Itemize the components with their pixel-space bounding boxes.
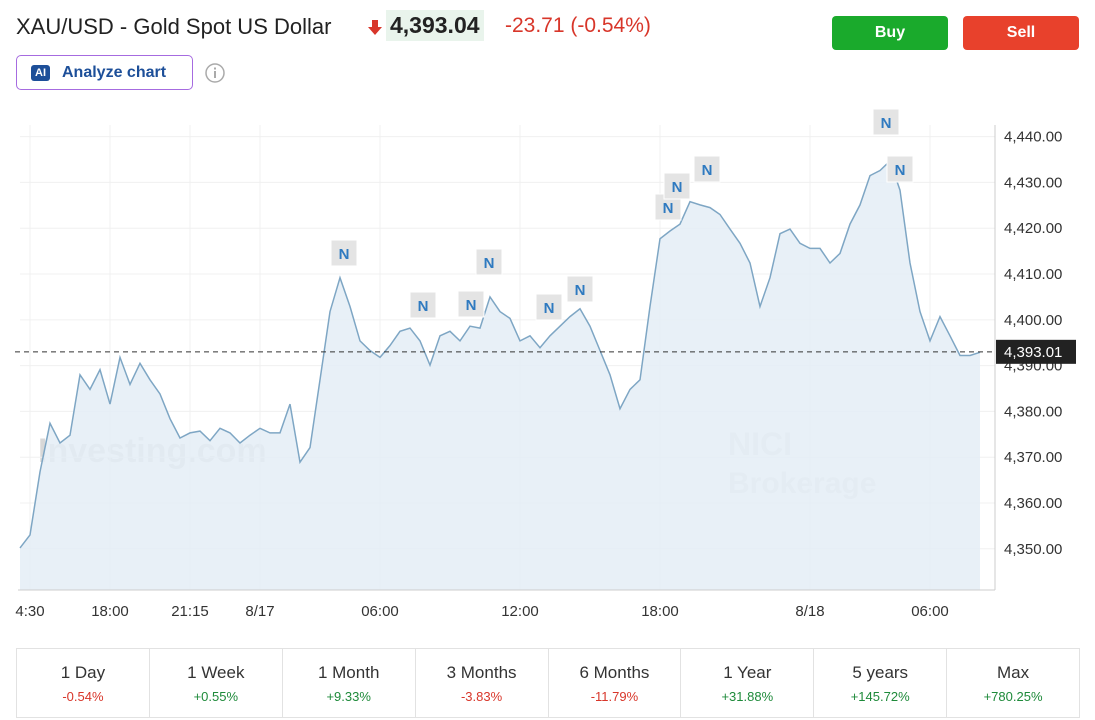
- news-marker: [663, 172, 691, 200]
- x-tick-label: 8/17: [245, 603, 274, 620]
- sell-button[interactable]: Sell: [963, 16, 1079, 50]
- x-tick-label: 8/18: [795, 603, 824, 620]
- news-marker-label: N: [575, 282, 586, 299]
- period-cell[interactable]: 1 Day -0.54%: [17, 649, 150, 717]
- last-price-label: 4,393.01: [1004, 344, 1062, 361]
- period-change: +145.72%: [850, 689, 910, 704]
- down-arrow-icon: [368, 20, 382, 35]
- news-marker: [535, 293, 563, 321]
- news-marker: [475, 248, 503, 276]
- period-cell[interactable]: 3 Months -3.83%: [416, 649, 549, 717]
- period-name: 1 Day: [60, 663, 106, 682]
- price: 4,393.04: [386, 10, 484, 41]
- period-name: Max: [997, 663, 1030, 682]
- buy-button[interactable]: Buy: [832, 16, 948, 50]
- price-line: [19, 159, 981, 549]
- period-cell[interactable]: 5 years +145.72%: [814, 649, 948, 717]
- price-change: -23.71 (-0.54%): [505, 14, 651, 37]
- period-name: 3 Months: [446, 663, 517, 682]
- period-name: 1 Month: [317, 663, 380, 682]
- period-cell[interactable]: Max +780.25%: [947, 649, 1079, 717]
- news-marker-label: N: [339, 246, 350, 263]
- analyze-label: Analyze chart: [62, 63, 167, 81]
- period-cell[interactable]: 1 Year +31.88%: [681, 649, 815, 717]
- chart: Investing.comNICIBrokerage4,350.004,360.…: [15, 108, 1076, 620]
- news-marker-label: N: [895, 162, 906, 179]
- news-marker-label: N: [418, 298, 429, 315]
- news-marker: [566, 275, 594, 303]
- x-tick-label: 21:15: [171, 603, 209, 620]
- analyze-chart-button[interactable]: AI Analyze chart: [16, 55, 193, 90]
- period-change: -0.54%: [62, 689, 104, 704]
- y-tick-label: 4,440.00: [1004, 129, 1062, 146]
- period-change: +0.55%: [193, 689, 239, 704]
- period-name: 1 Year: [723, 663, 772, 682]
- period-cell[interactable]: 1 Week +0.55%: [150, 649, 283, 717]
- instrument-title: XAU/USD - Gold Spot US Dollar: [16, 14, 332, 39]
- news-marker-label: N: [702, 162, 713, 179]
- x-tick-label: 4:30: [15, 603, 44, 620]
- y-tick-label: 4,430.00: [1004, 174, 1062, 191]
- y-tick-label: 4,410.00: [1004, 266, 1062, 283]
- news-marker: [409, 291, 437, 319]
- news-marker-label: N: [663, 200, 674, 217]
- x-tick-label: 06:00: [911, 603, 949, 620]
- news-marker-label: N: [544, 300, 555, 317]
- y-tick-label: 4,370.00: [1004, 449, 1062, 466]
- period-cell[interactable]: 6 Months -11.79%: [549, 649, 682, 717]
- news-marker: [886, 155, 914, 183]
- price-area: [20, 160, 980, 590]
- period-cell[interactable]: 1 Month +9.33%: [283, 649, 416, 717]
- y-tick-label: 4,350.00: [1004, 541, 1062, 558]
- x-tick-label: 12:00: [501, 603, 539, 620]
- y-tick-label: 4,400.00: [1004, 312, 1062, 329]
- y-tick-label: 4,380.00: [1004, 403, 1062, 420]
- news-marker: [457, 290, 485, 318]
- period-change: -11.79%: [590, 689, 639, 704]
- ai-badge: AI: [31, 64, 50, 81]
- period-table: 1 Day -0.54% 1 Week +0.55% 1 Month +9.33% 3 Mo…: [16, 648, 1080, 718]
- news-marker-label: N: [484, 255, 495, 272]
- period-name: 5 years: [852, 663, 909, 682]
- news-marker-label: N: [672, 179, 683, 196]
- info-icon[interactable]: [204, 62, 226, 84]
- period-name: 6 Months: [579, 663, 650, 682]
- y-tick-label: 4,420.00: [1004, 220, 1062, 237]
- period-change: -3.83%: [460, 689, 503, 704]
- last-price-box: [996, 339, 1076, 364]
- y-tick-label: 4,360.00: [1004, 495, 1062, 512]
- news-marker-label: N: [881, 115, 892, 132]
- period-name: 1 Week: [187, 663, 245, 682]
- period-change: +9.33%: [326, 689, 371, 704]
- news-marker: [330, 239, 358, 267]
- news-marker: [693, 155, 721, 183]
- period-change: +780.25%: [983, 689, 1043, 704]
- x-tick-label: 18:00: [91, 603, 129, 620]
- period-change: +31.88%: [721, 689, 774, 704]
- x-tick-label: 18:00: [641, 603, 679, 620]
- x-tick-label: 06:00: [361, 603, 399, 620]
- news-marker: [872, 108, 900, 136]
- news-marker-label: N: [466, 297, 477, 314]
